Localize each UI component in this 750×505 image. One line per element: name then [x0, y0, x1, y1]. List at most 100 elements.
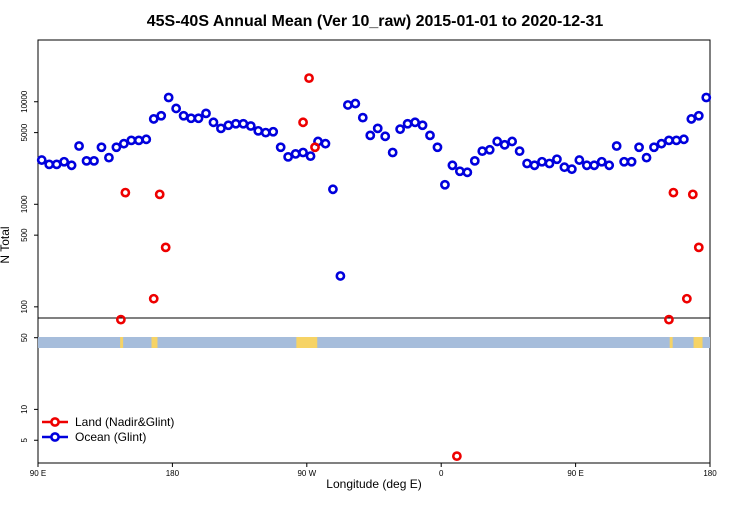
x-tick-label: 180: [166, 469, 180, 478]
ocean-point: [484, 144, 495, 155]
ocean-point: [462, 167, 473, 178]
ocean-point: [148, 114, 159, 124]
ocean-point: [201, 108, 211, 119]
ocean-point: [133, 135, 144, 146]
land-point: [120, 187, 131, 198]
ocean-point: [529, 160, 540, 171]
land-point: [681, 293, 692, 304]
ocean-point: [245, 121, 256, 131]
ocean-point: [74, 141, 84, 151]
ocean-point: [178, 110, 189, 121]
ocean-point: [432, 142, 443, 153]
land-point: [115, 314, 126, 325]
ocean-point: [320, 138, 331, 149]
ocean-point: [410, 117, 420, 128]
land-point: [310, 142, 320, 153]
ocean-point: [387, 147, 398, 158]
land-point: [687, 189, 698, 200]
ocean-point: [656, 138, 667, 149]
ocean-point: [59, 156, 70, 167]
legend-label: Ocean (Glint): [75, 430, 146, 444]
ocean-point: [626, 156, 637, 167]
ocean-point: [126, 135, 137, 146]
ocean-point: [440, 179, 450, 190]
y-axis: 5 10 50 100 500 1000 5000 10000: [20, 90, 38, 442]
ocean-point: [544, 158, 555, 169]
ocean-point: [208, 117, 219, 128]
ocean-point: [589, 160, 600, 171]
legend: Land (Nadir&Glint)Ocean (Glint): [42, 415, 174, 444]
ocean-point: [328, 184, 338, 195]
ocean-point: [566, 164, 577, 175]
ocean-point: [51, 159, 62, 170]
x-axis-title: Longitude (deg E): [326, 477, 421, 491]
ocean-point: [552, 154, 562, 165]
ocean-point: [36, 155, 47, 165]
ocean-point: [193, 113, 204, 124]
land-point: [154, 189, 165, 200]
ocean-point: [253, 125, 264, 136]
ocean-point: [89, 155, 99, 166]
ocean-point: [649, 142, 659, 153]
land-segment: [296, 337, 318, 348]
ocean-point: [664, 135, 674, 146]
land-point: [451, 451, 462, 462]
land-point: [148, 293, 159, 304]
x-tick-label: 90 W: [297, 469, 316, 478]
ocean-point: [44, 159, 55, 170]
land-segment: [151, 337, 158, 348]
ocean-point: [619, 156, 630, 167]
land-segment: [693, 337, 703, 348]
surface-strip: [38, 337, 710, 348]
plot-frame: [37, 39, 711, 464]
ocean-point: [641, 152, 652, 163]
ocean-band: [38, 337, 710, 348]
ocean-point: [596, 156, 607, 167]
land-segment: [669, 337, 673, 348]
ocean-point: [634, 142, 644, 153]
ocean-point: [671, 135, 682, 146]
ocean-point: [514, 146, 525, 157]
ocean-point: [469, 155, 480, 166]
x-axis: 90 E 180 90 W 0 90 E 180: [30, 463, 717, 478]
x-tick-label: 90 E: [30, 469, 46, 478]
ocean-point: [574, 155, 585, 165]
land-point: [668, 187, 679, 198]
ocean-point: [402, 118, 413, 129]
ocean-point: [342, 100, 353, 110]
ocean-point: [275, 142, 286, 153]
ocean-point: [537, 156, 547, 167]
ocean-point: [163, 92, 174, 103]
ocean-point: [186, 113, 196, 124]
y-tick-label: 10000: [20, 90, 29, 113]
ocean-point: [701, 92, 712, 103]
ocean-point: [141, 134, 152, 145]
ocean-point: [522, 158, 532, 169]
ocean-point: [238, 118, 249, 129]
ocean-point: [492, 136, 503, 147]
ocean-point: [96, 142, 107, 153]
ocean-point: [425, 130, 435, 141]
y-tick-label: 100: [20, 300, 29, 314]
ocean-point: [507, 136, 518, 147]
y-axis-title: N Total: [0, 226, 12, 263]
land-point: [304, 73, 314, 84]
ocean-point: [365, 130, 376, 141]
ocean-point: [395, 124, 406, 135]
legend-marker: [50, 432, 60, 442]
y-tick-label: 5000: [20, 123, 29, 141]
legend-marker: [50, 417, 60, 427]
y-tick-label: 1000: [20, 195, 29, 213]
ocean-point: [499, 139, 510, 150]
land-segment: [120, 337, 124, 348]
ocean-point: [454, 166, 465, 177]
ocean-point: [604, 160, 615, 171]
chart-title: 45S-40S Annual Mean (Ver 10_raw) 2015-01…: [147, 13, 604, 30]
x-tick-label: 180: [703, 469, 717, 478]
ocean-point: [104, 152, 114, 163]
ocean-point: [81, 155, 92, 166]
ocean-point: [693, 110, 704, 121]
ocean-point: [290, 148, 301, 159]
y-tick-label: 500: [20, 228, 29, 242]
